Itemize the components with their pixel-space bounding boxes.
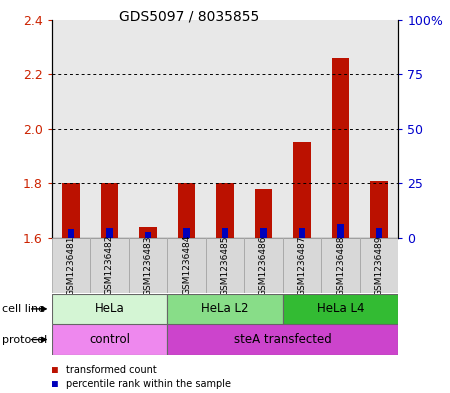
Text: GSM1236488: GSM1236488 (336, 235, 345, 296)
Text: HeLa: HeLa (94, 302, 124, 316)
Bar (183, 228, 190, 238)
Text: GSM1236485: GSM1236485 (220, 235, 230, 296)
Bar (101, 183, 118, 238)
Bar (144, 232, 152, 238)
Text: GSM1236483: GSM1236483 (144, 235, 153, 296)
Text: ■: ■ (52, 365, 58, 375)
Bar (337, 224, 344, 238)
Bar (244, 238, 283, 293)
Bar (360, 238, 398, 293)
Text: transformed count: transformed count (66, 365, 157, 375)
Text: percentile rank within the sample: percentile rank within the sample (66, 379, 231, 389)
Bar (106, 228, 113, 238)
Bar (370, 180, 387, 238)
Bar (90, 238, 129, 293)
Text: GSM1236481: GSM1236481 (67, 235, 76, 296)
Bar (167, 238, 206, 293)
Bar (283, 238, 321, 293)
Text: GSM1236486: GSM1236486 (259, 235, 268, 296)
Bar (63, 183, 80, 238)
Text: GSM1236484: GSM1236484 (182, 235, 191, 296)
Bar (332, 58, 349, 238)
Bar (52, 324, 167, 355)
Bar (167, 294, 283, 324)
Bar (167, 324, 398, 355)
Bar (52, 20, 90, 238)
Bar (321, 20, 360, 238)
Bar (260, 228, 267, 238)
Bar (68, 229, 74, 238)
Bar (293, 142, 310, 238)
Bar (129, 20, 167, 238)
Text: steA transfected: steA transfected (234, 333, 332, 346)
Bar (167, 20, 206, 238)
Bar (52, 238, 90, 293)
Bar (283, 20, 321, 238)
Bar (90, 20, 129, 238)
Bar (221, 228, 229, 238)
Text: GSM1236489: GSM1236489 (374, 235, 383, 296)
Bar (244, 20, 283, 238)
Bar (206, 238, 244, 293)
Text: GDS5097 / 8035855: GDS5097 / 8035855 (119, 10, 259, 24)
Bar (255, 189, 272, 238)
Text: GSM1236487: GSM1236487 (297, 235, 306, 296)
Bar (140, 227, 157, 238)
Text: control: control (89, 333, 130, 346)
Text: GSM1236482: GSM1236482 (105, 235, 114, 296)
Bar (376, 228, 382, 238)
Bar (360, 20, 398, 238)
Text: ■: ■ (52, 379, 58, 389)
Text: HeLa L2: HeLa L2 (201, 302, 249, 316)
Bar (129, 238, 167, 293)
Text: cell line: cell line (2, 304, 45, 314)
Bar (283, 294, 398, 324)
Bar (298, 228, 306, 238)
Bar (216, 183, 234, 238)
Bar (206, 20, 244, 238)
Bar (52, 294, 167, 324)
Bar (178, 183, 195, 238)
Text: protocol: protocol (2, 334, 48, 345)
Bar (321, 238, 360, 293)
Text: HeLa L4: HeLa L4 (317, 302, 364, 316)
